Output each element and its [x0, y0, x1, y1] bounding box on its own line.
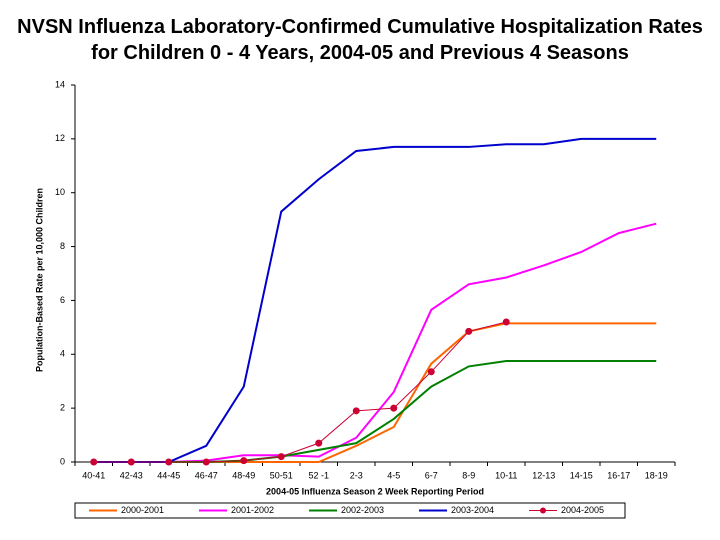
data-point: [165, 458, 173, 466]
data-point: [277, 453, 285, 461]
x-tick-label: 16-17: [607, 470, 630, 480]
chart-title: NVSN Influenza Laboratory-Confirmed Cumu…: [17, 16, 703, 64]
legend-label: 2000-2001: [121, 505, 164, 515]
x-tick-label: 14-15: [570, 470, 593, 480]
data-point: [352, 407, 360, 415]
legend-label: 2003-2004: [451, 505, 494, 515]
x-tick-label: 42-43: [120, 470, 143, 480]
x-tick-label: 2-3: [350, 470, 363, 480]
series-line: [93, 321, 507, 463]
data-point: [502, 318, 510, 326]
x-tick-label: 12-13: [532, 470, 555, 480]
x-tick-label: 52 -1: [308, 470, 329, 480]
x-tick-label: 46-47: [195, 470, 218, 480]
x-axis-label: 2004-05 Influenza Season 2 Week Reportin…: [266, 486, 484, 496]
data-point: [90, 458, 98, 466]
x-tick-label: 50-51: [270, 470, 293, 480]
series-line: [93, 322, 657, 463]
data-point: [427, 368, 435, 376]
legend-box: [74, 502, 626, 519]
series-line: [93, 360, 657, 463]
x-tick-label: 10-11: [495, 470, 517, 480]
legend-marker: [540, 507, 546, 514]
data-point: [315, 439, 323, 447]
data-point: [390, 404, 398, 412]
x-tick-label: 8-9: [462, 470, 475, 480]
legend-label: 2004-2005: [561, 505, 604, 515]
data-point: [127, 458, 135, 466]
legend-label: 2002-2003: [341, 505, 384, 515]
y-tick-label: 8: [60, 241, 65, 251]
y-tick-label: 0: [60, 456, 65, 466]
data-point: [202, 458, 210, 466]
x-tick-label: 44-45: [157, 470, 180, 480]
y-axis-label: Population-Based Rate per 10,000 Childre…: [34, 188, 44, 372]
y-tick-label: 2: [60, 403, 65, 413]
series-line: [93, 137, 657, 463]
data-point: [465, 327, 473, 335]
legend-label: 2001-2002: [231, 505, 274, 515]
data-point: [240, 457, 248, 465]
series-line: [93, 222, 657, 463]
x-tick-label: 40-41: [82, 470, 105, 480]
y-tick-label: 14: [55, 79, 65, 89]
x-tick-label: 6-7: [425, 470, 438, 480]
x-tick-label: 48-49: [232, 470, 255, 480]
y-tick-label: 10: [55, 187, 65, 197]
x-tick-label: 18-19: [645, 470, 668, 480]
y-tick-label: 12: [55, 133, 65, 143]
y-tick-label: 4: [60, 349, 65, 359]
y-tick-label: 6: [60, 295, 65, 305]
x-tick-label: 4-5: [387, 470, 400, 480]
